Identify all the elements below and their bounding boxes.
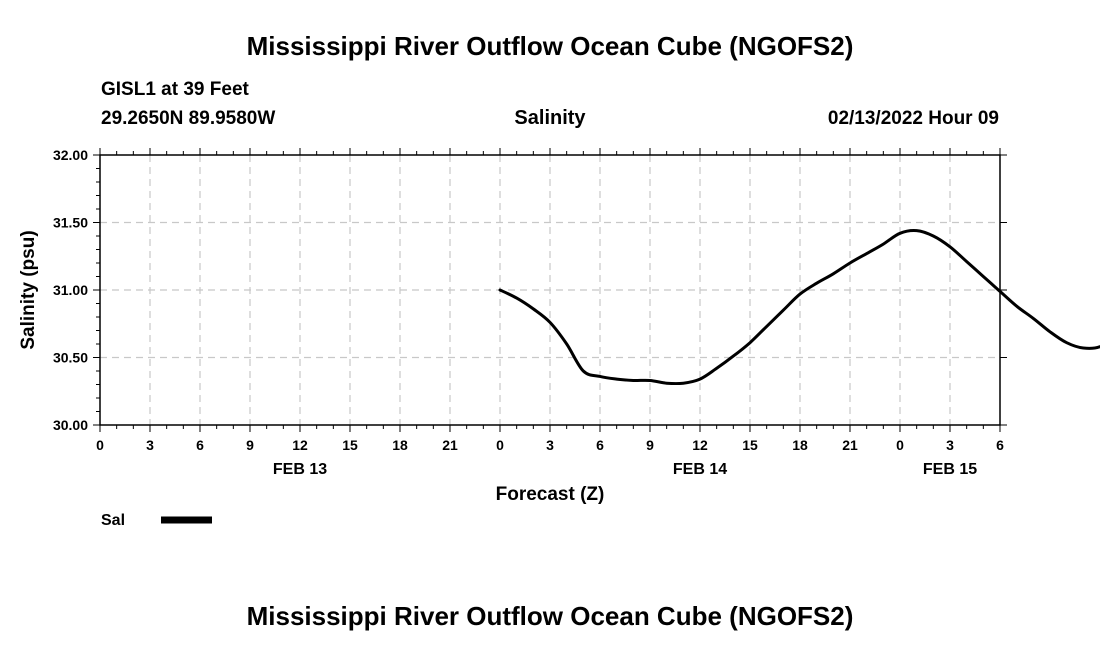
station-name: GISL1 at 39 Feet <box>101 79 250 100</box>
series-group <box>498 228 1100 386</box>
y-tick-label: 31.00 <box>53 282 88 298</box>
x-axis-label: Forecast (Z) <box>496 484 605 505</box>
x-tick-label: 0 <box>496 437 504 453</box>
x-tick-label: 3 <box>146 437 154 453</box>
y-tick-label: 31.50 <box>53 215 88 231</box>
date-label: FEB 15 <box>923 461 977 478</box>
chart-title-top: Mississippi River Outflow Ocean Cube (NG… <box>247 31 854 61</box>
date-label: FEB 14 <box>673 461 727 478</box>
x-tick-label: 15 <box>342 437 358 453</box>
x-tick-label: 6 <box>196 437 204 453</box>
x-tick-label: 9 <box>246 437 254 453</box>
x-tick-label: 9 <box>646 437 654 453</box>
legend-label: Sal <box>101 512 125 529</box>
x-tick-labels: 0 3 6 9 12 15 18 21 0 3 6 9 12 15 18 21 0 3 6 <box>96 437 1004 453</box>
y-tick-label: 32.00 <box>53 147 88 163</box>
x-tick-label: 3 <box>546 437 554 453</box>
chart-title-bottom: Mississippi River Outflow Ocean Cube (NG… <box>247 601 854 631</box>
x-tick-label: 18 <box>392 437 408 453</box>
y-axis-label: Salinity (psu) <box>18 230 39 349</box>
x-tick-label: 21 <box>842 437 858 453</box>
x-tick-label: 0 <box>96 437 104 453</box>
gridlines <box>100 155 1000 425</box>
x-tick-label: 15 <box>742 437 758 453</box>
x-tick-label: 0 <box>896 437 904 453</box>
forecast-datetime: 02/13/2022 Hour 09 <box>828 108 999 129</box>
series-line-salinity <box>498 228 1100 386</box>
x-tick-label: 6 <box>596 437 604 453</box>
date-label: FEB 13 <box>273 461 327 478</box>
variable-title: Salinity <box>514 107 586 129</box>
x-tick-label: 12 <box>692 437 708 453</box>
x-tick-label: 21 <box>442 437 458 453</box>
x-tick-label: 3 <box>946 437 954 453</box>
y-tick-label: 30.00 <box>53 417 88 433</box>
x-tick-label: 12 <box>292 437 308 453</box>
x-tick-label: 6 <box>996 437 1004 453</box>
station-coordinates: 29.2650N 89.9580W <box>101 108 275 129</box>
date-labels: FEB 13 FEB 14 FEB 15 <box>273 461 977 478</box>
x-tick-label: 18 <box>792 437 808 453</box>
y-tick-labels: 30.00 30.50 31.00 31.50 32.00 <box>53 147 88 433</box>
y-tick-label: 30.50 <box>53 350 88 366</box>
